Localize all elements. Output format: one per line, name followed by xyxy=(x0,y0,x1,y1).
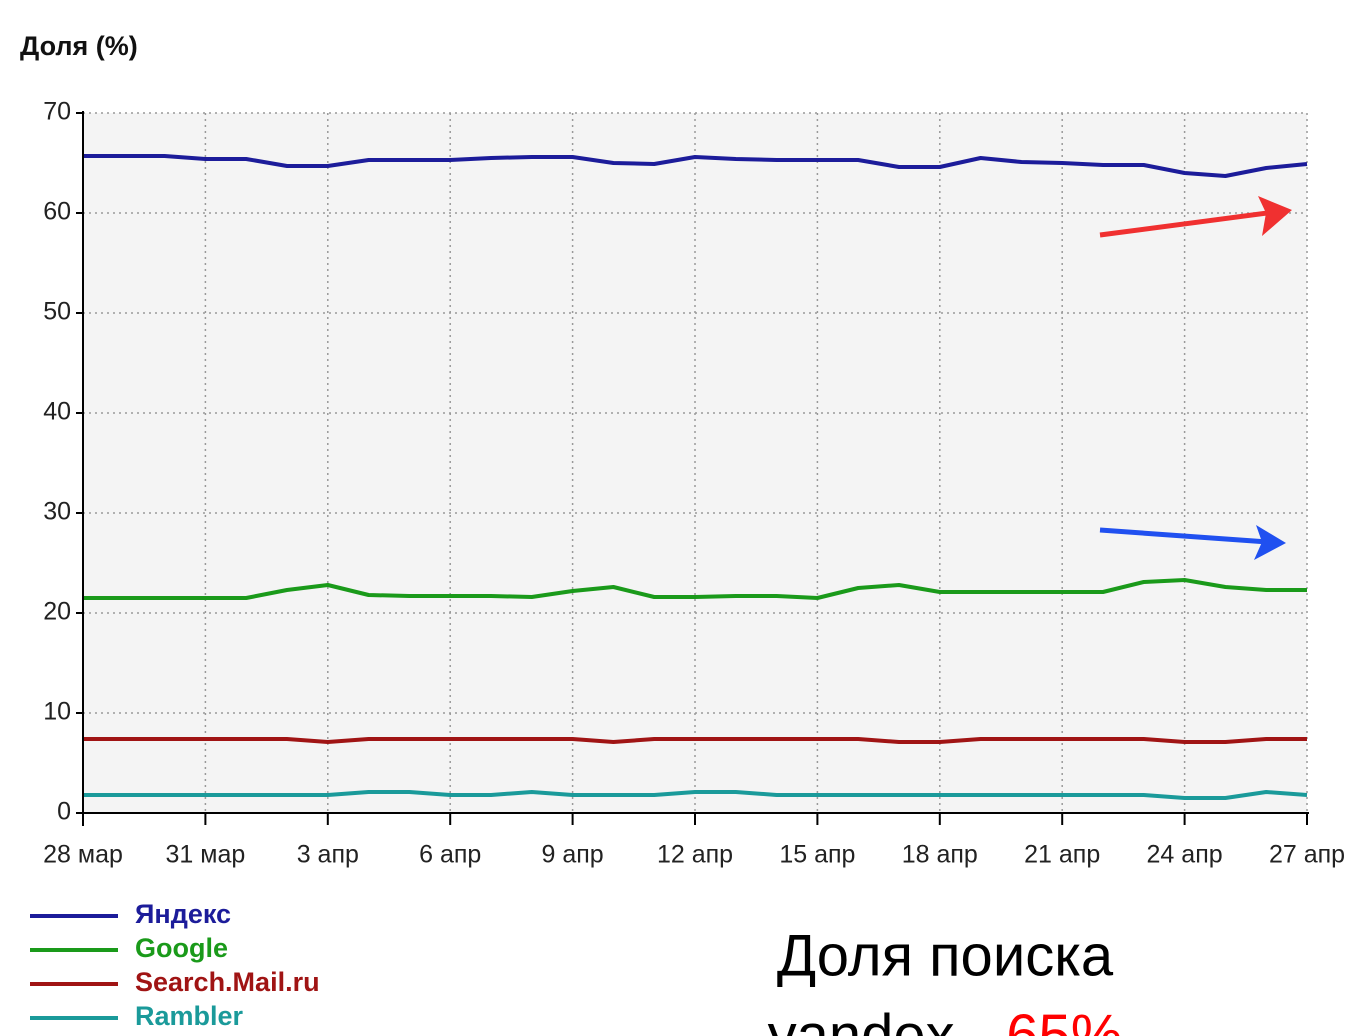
y-tick-label: 60 xyxy=(43,198,71,226)
y-tick-label: 70 xyxy=(43,98,71,126)
x-tick-label: 24 апр xyxy=(1147,841,1223,869)
annotation-highlight: 65% xyxy=(1006,1003,1122,1036)
y-tick-label: 40 xyxy=(43,398,71,426)
red-arrow xyxy=(1099,196,1292,238)
legend-label: Rambler xyxy=(135,1001,244,1031)
y-tick-label: 20 xyxy=(43,598,71,626)
legend-label: Google xyxy=(135,933,228,963)
y-tick-label: 10 xyxy=(43,698,71,726)
x-tick-label: 6 апр xyxy=(419,841,481,869)
y-tick-label: 0 xyxy=(57,798,71,826)
legend-label: Яндекс xyxy=(135,899,231,929)
x-tick-label: 21 апр xyxy=(1024,841,1100,869)
x-tick-label: 18 апр xyxy=(902,841,978,869)
annotation: yandex - 65% xyxy=(768,1003,1123,1036)
x-tick-label: 15 апр xyxy=(779,841,855,869)
series-line xyxy=(83,737,1307,744)
annotation-text: yandex - xyxy=(768,1003,1007,1036)
blue-arrow xyxy=(1099,525,1286,560)
series-line xyxy=(83,578,1307,600)
x-tick-label: 27 апр xyxy=(1269,841,1345,869)
x-tick-label: 9 апр xyxy=(541,841,603,869)
x-tick-label: 3 апр xyxy=(297,841,359,869)
chart-title: Доля (%) xyxy=(20,31,138,61)
y-tick-label: 30 xyxy=(43,498,71,526)
x-tick-label: 28 мар xyxy=(43,841,123,869)
x-tick-label: 12 апр xyxy=(657,841,733,869)
x-tick-label: 31 мар xyxy=(166,841,246,869)
annotation: Доля поиска xyxy=(777,923,1114,988)
series-line xyxy=(83,790,1308,800)
series-line xyxy=(83,154,1308,178)
legend-label: Search.Mail.ru xyxy=(135,967,320,997)
y-tick-label: 50 xyxy=(43,298,71,326)
